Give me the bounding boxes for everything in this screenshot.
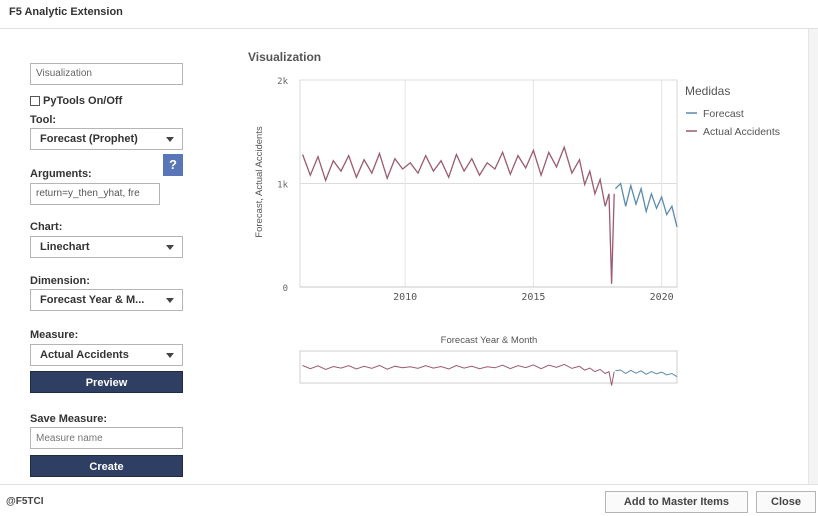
measure-select[interactable]: Actual Accidents <box>30 344 183 366</box>
visualization-title: Visualization <box>248 50 322 64</box>
y-tick-label: 0 <box>283 284 288 294</box>
chart-select-value: Linechart <box>40 241 90 253</box>
create-button[interactable]: Create <box>30 455 183 477</box>
measure-name-input[interactable] <box>30 427 183 449</box>
legend-label: Actual Accidents <box>703 126 780 138</box>
y-tick-label: 1k <box>277 181 288 191</box>
y-axis-label: Forecast, Actual Accidents <box>254 126 265 238</box>
config-panel: Visualization PyTools On/Off Tool: Forec… <box>0 29 205 484</box>
range-navigator[interactable] <box>299 350 678 386</box>
preview-button[interactable]: Preview <box>30 371 183 393</box>
pytools-checkbox[interactable] <box>30 96 40 106</box>
title-bar: F5 Analytic Extension <box>0 0 818 29</box>
arguments-label: Arguments: <box>30 168 92 180</box>
tool-select[interactable]: Forecast (Prophet) <box>30 128 183 150</box>
dimension-select-value: Forecast Year & M... <box>40 294 145 306</box>
chevron-down-icon <box>166 245 174 250</box>
window-title: F5 Analytic Extension <box>9 6 123 18</box>
tool-select-value: Forecast (Prophet) <box>40 133 138 145</box>
brand-label: @F5TCI <box>6 496 44 507</box>
range-navigator-line <box>615 369 678 378</box>
close-button[interactable]: Close <box>756 491 816 513</box>
scrollbar[interactable] <box>808 29 818 484</box>
x-axis-label: Forecast Year & Month <box>441 335 538 346</box>
dimension-select[interactable]: Forecast Year & M... <box>30 289 183 311</box>
chart-label: Chart: <box>30 221 63 233</box>
add-to-master-items-button[interactable]: Add to Master Items <box>605 491 748 513</box>
y-tick-label: 2k <box>277 77 288 87</box>
chevron-down-icon <box>166 137 174 142</box>
pytools-toggle[interactable]: PyTools On/Off <box>30 95 122 107</box>
pytools-label: PyTools On/Off <box>43 95 123 107</box>
help-button[interactable]: ? <box>163 154 183 176</box>
plot-area[interactable]: 0 1k 2k 2010 2015 2020 <box>277 77 678 303</box>
legend: Forecast Actual Accidents <box>686 108 780 138</box>
legend-title: Medidas <box>685 84 730 98</box>
measure-label: Measure: <box>30 329 79 341</box>
measure-select-value: Actual Accidents <box>40 349 129 361</box>
tool-label: Tool: <box>30 114 57 126</box>
visualization-name-input[interactable]: Visualization <box>30 63 183 85</box>
arguments-input[interactable]: return=y_then_yhat, fre <box>30 183 160 205</box>
range-navigator-line <box>302 363 615 386</box>
chevron-down-icon <box>166 353 174 358</box>
dimension-label: Dimension: <box>30 275 90 287</box>
x-tick-label: 2010 <box>393 292 417 303</box>
legend-label: Forecast <box>703 108 744 120</box>
x-tick-label: 2020 <box>650 292 674 303</box>
footer: @F5TCI Add to Master Items Close <box>0 484 818 516</box>
chevron-down-icon <box>166 298 174 303</box>
x-tick-label: 2015 <box>521 292 545 303</box>
save-measure-label: Save Measure: <box>30 413 108 425</box>
chart-select[interactable]: Linechart <box>30 236 183 258</box>
series-line <box>301 145 615 284</box>
series-line <box>614 182 678 228</box>
